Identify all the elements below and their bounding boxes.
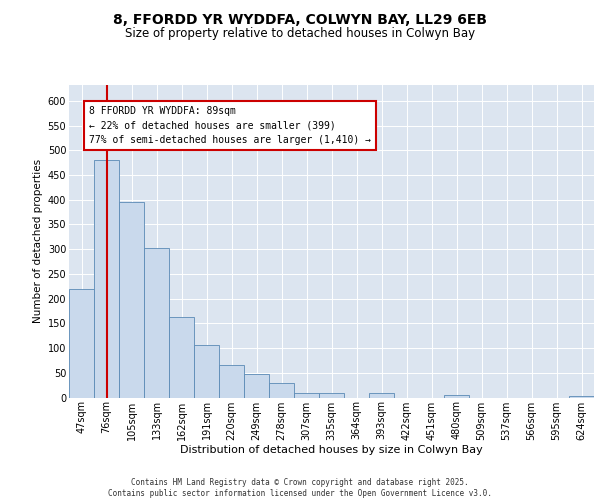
Bar bbox=[569, 396, 594, 398]
Text: 8, FFORDD YR WYDDFA, COLWYN BAY, LL29 6EB: 8, FFORDD YR WYDDFA, COLWYN BAY, LL29 6E… bbox=[113, 12, 487, 26]
Bar bbox=[94, 160, 119, 398]
Bar bbox=[144, 248, 169, 398]
Bar bbox=[369, 392, 394, 398]
Bar bbox=[219, 366, 244, 398]
Bar bbox=[319, 392, 344, 398]
Bar bbox=[269, 382, 294, 398]
Text: Contains HM Land Registry data © Crown copyright and database right 2025.
Contai: Contains HM Land Registry data © Crown c… bbox=[108, 478, 492, 498]
Bar bbox=[294, 392, 319, 398]
Y-axis label: Number of detached properties: Number of detached properties bbox=[34, 159, 43, 324]
Text: Size of property relative to detached houses in Colwyn Bay: Size of property relative to detached ho… bbox=[125, 28, 475, 40]
Text: 8 FFORDD YR WYDDFA: 89sqm
← 22% of detached houses are smaller (399)
77% of semi: 8 FFORDD YR WYDDFA: 89sqm ← 22% of detac… bbox=[89, 106, 371, 146]
Bar bbox=[169, 317, 194, 398]
Bar bbox=[194, 345, 219, 398]
Bar bbox=[244, 374, 269, 398]
Bar bbox=[444, 395, 469, 398]
Bar bbox=[69, 288, 94, 398]
Bar bbox=[119, 202, 144, 398]
X-axis label: Distribution of detached houses by size in Colwyn Bay: Distribution of detached houses by size … bbox=[180, 445, 483, 455]
